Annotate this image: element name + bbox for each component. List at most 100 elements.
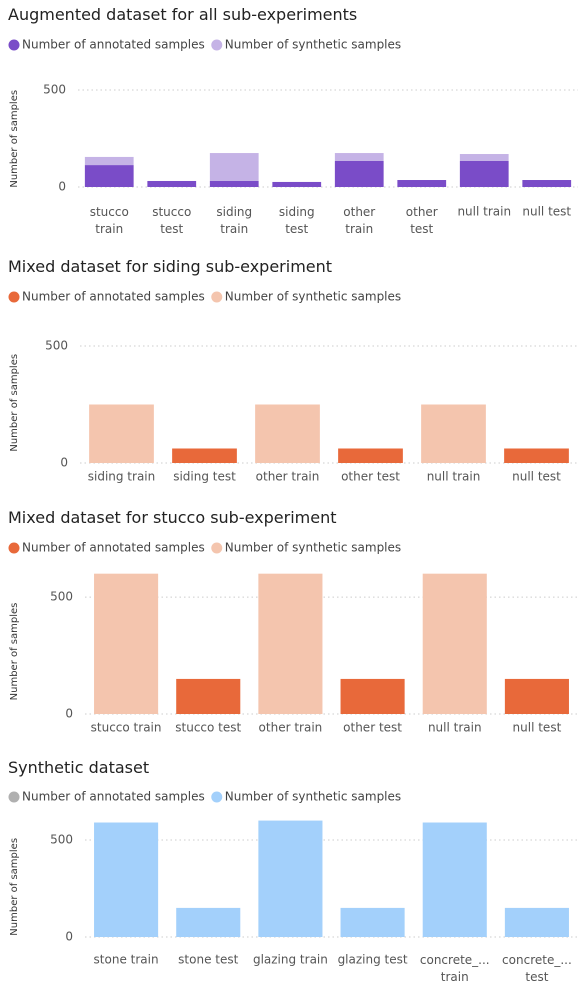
bar bbox=[504, 678, 569, 714]
x-tick-label: siding train bbox=[88, 470, 156, 484]
x-tick-label-line: siding bbox=[279, 205, 315, 219]
x-tick-label-line: train bbox=[441, 970, 469, 984]
x-tick-label-line: test bbox=[160, 222, 183, 236]
x-tick-label-line: train bbox=[95, 222, 123, 236]
y-tick-label: 500 bbox=[45, 339, 68, 353]
x-tick-label: null train bbox=[427, 470, 481, 484]
bar bbox=[258, 573, 323, 714]
legend-swatch bbox=[8, 791, 20, 803]
y-axis-title: Number of samples bbox=[9, 354, 20, 452]
legend-swatch bbox=[8, 542, 20, 554]
x-tick-label: null train bbox=[457, 205, 511, 219]
x-tick-label: stucco train bbox=[90, 205, 129, 236]
bar bbox=[209, 180, 259, 187]
bar bbox=[340, 907, 405, 937]
x-tick-label-line: siding bbox=[216, 205, 252, 219]
bar bbox=[176, 678, 241, 714]
legend-label: Number of annotated samples bbox=[22, 541, 205, 555]
bar bbox=[459, 161, 509, 187]
legend-label: Number of synthetic samples bbox=[225, 790, 401, 804]
bar bbox=[172, 448, 237, 463]
x-tick-label: siding test bbox=[173, 470, 236, 484]
bar bbox=[504, 448, 569, 463]
x-tick-label: other test bbox=[341, 470, 400, 484]
x-tick-label: stone train bbox=[94, 953, 159, 967]
x-tick-label-line: test bbox=[285, 222, 308, 236]
y-axis-title: Number of samples bbox=[9, 603, 20, 701]
bar bbox=[176, 907, 241, 937]
legend-label: Number of synthetic samples bbox=[225, 38, 401, 52]
bar bbox=[397, 180, 447, 187]
chart-title: Augmented dataset for all sub-experiment… bbox=[8, 5, 357, 24]
bar bbox=[422, 573, 487, 714]
x-tick-label: siding train bbox=[216, 205, 252, 236]
bar bbox=[147, 180, 197, 187]
bar bbox=[255, 404, 320, 463]
x-tick-label-line: concrete_... bbox=[502, 953, 572, 967]
x-tick-label-line: concrete_... bbox=[420, 953, 490, 967]
x-tick-label: other train bbox=[256, 470, 320, 484]
legend-label: Number of annotated samples bbox=[22, 290, 205, 304]
legend-swatch bbox=[8, 39, 20, 51]
bar bbox=[421, 404, 486, 463]
legend-swatch bbox=[211, 791, 223, 803]
x-tick-label: null test bbox=[522, 205, 571, 219]
bar bbox=[334, 161, 384, 187]
x-tick-label-line: other bbox=[406, 205, 438, 219]
y-tick-label: 0 bbox=[60, 456, 68, 470]
chart-title: Mixed dataset for siding sub-experiment bbox=[8, 257, 332, 276]
bar bbox=[504, 907, 569, 937]
x-tick-label: stucco test bbox=[152, 205, 191, 236]
x-tick-label: null train bbox=[428, 721, 482, 735]
y-tick-label: 500 bbox=[43, 83, 66, 97]
x-tick-label-line: stucco bbox=[152, 205, 191, 219]
y-axis-title: Number of samples bbox=[9, 90, 20, 188]
x-tick-label: siding test bbox=[279, 205, 315, 236]
x-tick-label-line: stucco bbox=[90, 205, 129, 219]
legend-label: Number of synthetic samples bbox=[225, 290, 401, 304]
legend-swatch bbox=[211, 291, 223, 303]
x-tick-label: null test bbox=[513, 721, 562, 735]
y-tick-label: 500 bbox=[50, 832, 73, 846]
x-tick-label: glazing train bbox=[253, 953, 328, 967]
bar bbox=[340, 678, 405, 714]
x-tick-label-line: other bbox=[343, 205, 375, 219]
legend-swatch bbox=[211, 39, 223, 51]
bar bbox=[422, 822, 487, 937]
x-tick-label: glazing test bbox=[338, 953, 408, 967]
bar bbox=[89, 404, 154, 463]
x-tick-label: stone test bbox=[178, 953, 238, 967]
bar bbox=[522, 180, 572, 187]
x-tick-label: stucco train bbox=[91, 721, 162, 735]
x-tick-label: other test bbox=[406, 205, 438, 236]
legend-label: Number of annotated samples bbox=[22, 38, 205, 52]
x-tick-label: concrete_... test bbox=[502, 953, 572, 984]
bar bbox=[84, 165, 134, 187]
y-tick-label: 0 bbox=[65, 707, 73, 721]
bar bbox=[272, 181, 322, 187]
legend-label: Number of annotated samples bbox=[22, 790, 205, 804]
legend-label: Number of synthetic samples bbox=[225, 541, 401, 555]
x-tick-label: other test bbox=[343, 721, 402, 735]
bar bbox=[459, 154, 509, 162]
y-tick-label: 500 bbox=[50, 590, 73, 604]
legend-swatch bbox=[8, 291, 20, 303]
bar bbox=[94, 822, 159, 937]
y-tick-label: 0 bbox=[65, 930, 73, 944]
x-tick-label-line: train bbox=[220, 222, 248, 236]
x-tick-label: stucco test bbox=[175, 721, 241, 735]
x-tick-label-line: test bbox=[410, 222, 433, 236]
x-tick-label: null test bbox=[512, 470, 561, 484]
bar bbox=[338, 448, 403, 463]
bar bbox=[84, 156, 134, 166]
y-axis-title: Number of samples bbox=[9, 838, 20, 936]
bar bbox=[334, 153, 384, 162]
x-tick-label: concrete_...train bbox=[420, 953, 490, 984]
chart-title: Mixed dataset for stucco sub-experiment bbox=[8, 508, 337, 527]
legend-swatch bbox=[211, 542, 223, 554]
x-tick-label: other train bbox=[259, 721, 323, 735]
chart-title: Synthetic dataset bbox=[8, 758, 149, 777]
x-tick-label-line: train bbox=[345, 222, 373, 236]
x-tick-label: other train bbox=[343, 205, 375, 236]
